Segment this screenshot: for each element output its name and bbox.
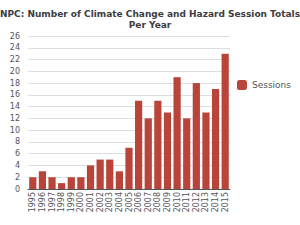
- svg-text:0: 0: [15, 185, 20, 194]
- svg-text:1996: 1996: [38, 192, 47, 212]
- svg-text:20: 20: [10, 67, 20, 76]
- svg-text:14: 14: [10, 102, 20, 111]
- svg-text:12: 12: [10, 114, 20, 123]
- svg-text:2004: 2004: [115, 192, 124, 212]
- svg-text:2005: 2005: [125, 192, 134, 212]
- svg-text:18: 18: [10, 79, 20, 88]
- svg-text:2010: 2010: [173, 192, 182, 212]
- svg-text:2015: 2015: [221, 192, 230, 212]
- svg-text:2006: 2006: [134, 192, 143, 212]
- svg-text:Sessions: Sessions: [252, 80, 291, 90]
- svg-text:2002: 2002: [96, 192, 105, 212]
- svg-text:8: 8: [15, 137, 20, 146]
- svg-text:NPC: Number of Climate Change: NPC: Number of Climate Change and Hazard…: [0, 9, 300, 19]
- svg-text:4: 4: [15, 161, 20, 170]
- svg-text:2003: 2003: [105, 192, 114, 212]
- svg-text:2011: 2011: [182, 192, 191, 212]
- svg-text:16: 16: [10, 90, 20, 99]
- svg-text:2013: 2013: [201, 192, 210, 212]
- svg-text:2007: 2007: [144, 192, 153, 212]
- svg-text:2: 2: [15, 173, 20, 182]
- svg-text:2012: 2012: [192, 192, 201, 212]
- svg-text:1995: 1995: [28, 192, 37, 212]
- svg-text:26: 26: [10, 32, 20, 41]
- svg-text:2008: 2008: [153, 192, 162, 212]
- svg-text:6: 6: [15, 149, 20, 158]
- svg-text:Per Year: Per Year: [129, 20, 172, 30]
- svg-text:1998: 1998: [57, 192, 66, 212]
- svg-text:1997: 1997: [48, 192, 57, 212]
- svg-text:24: 24: [10, 43, 20, 52]
- svg-text:2009: 2009: [163, 192, 172, 212]
- svg-text:2014: 2014: [211, 192, 220, 212]
- svg-text:10: 10: [10, 126, 20, 135]
- svg-text:22: 22: [10, 55, 20, 64]
- svg-text:1999: 1999: [67, 192, 76, 212]
- svg-text:2001: 2001: [86, 192, 95, 212]
- svg-text:2000: 2000: [76, 192, 85, 212]
